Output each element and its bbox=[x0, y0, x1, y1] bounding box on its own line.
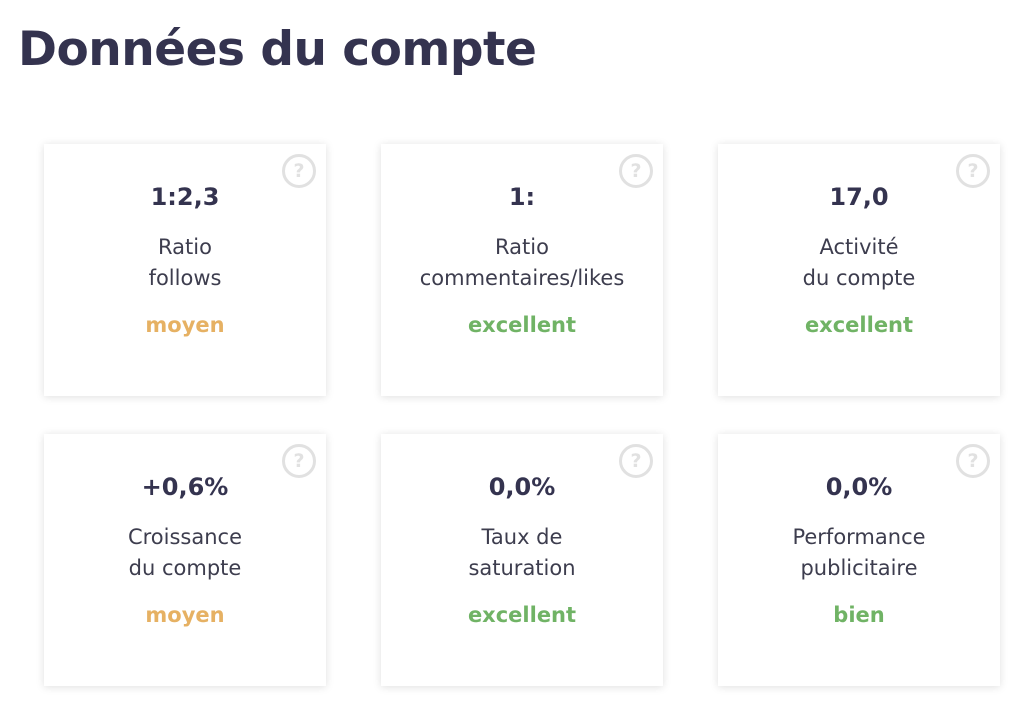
metric-value: 1:2,3 bbox=[150, 183, 220, 211]
help-icon[interactable]: ? bbox=[619, 154, 653, 188]
metric-rating: moyen bbox=[145, 603, 225, 627]
metric-label-line: du compte bbox=[802, 266, 916, 290]
metric-card-taux-de-saturation: ? 0,0% Taux de saturation excellent bbox=[381, 434, 663, 686]
metric-label-line: Taux de bbox=[481, 525, 563, 549]
metric-label-line: du compte bbox=[128, 556, 242, 580]
metric-label-line: Ratio bbox=[495, 235, 549, 259]
help-icon[interactable]: ? bbox=[619, 444, 653, 478]
metric-card-ratio-commentaires-likes: ? 1: Ratio commentaires/likes excellent bbox=[381, 144, 663, 396]
page-title: Données du compte bbox=[18, 22, 537, 77]
metric-label-line: Activité bbox=[819, 235, 899, 259]
metric-label-line: Ratio bbox=[158, 235, 212, 259]
metric-label-line: publicitaire bbox=[800, 556, 918, 580]
help-icon[interactable]: ? bbox=[282, 154, 316, 188]
metric-card-croissance-du-compte: ? +0,6% Croissance du compte moyen bbox=[44, 434, 326, 686]
metric-label: Ratio follows bbox=[44, 232, 326, 294]
metric-label-line: commentaires/likes bbox=[419, 266, 625, 290]
metric-rating: moyen bbox=[145, 313, 225, 337]
metric-card-activite-du-compte: ? 17,0 Activité du compte excellent bbox=[718, 144, 1000, 396]
metric-rating: excellent bbox=[467, 603, 577, 627]
metric-card-performance-publicitaire: ? 0,0% Performance publicitaire bien bbox=[718, 434, 1000, 686]
metric-rating: bien bbox=[833, 603, 885, 627]
help-icon[interactable]: ? bbox=[956, 154, 990, 188]
metric-label: Taux de saturation bbox=[381, 522, 663, 584]
metric-label-line: Performance bbox=[792, 525, 926, 549]
metric-card-ratio-follows: ? 1:2,3 Ratio follows moyen bbox=[44, 144, 326, 396]
metric-label: Croissance du compte bbox=[44, 522, 326, 584]
metric-value: 0,0% bbox=[488, 473, 556, 501]
metric-label-line: Croissance bbox=[127, 525, 243, 549]
help-icon[interactable]: ? bbox=[956, 444, 990, 478]
metric-rating: excellent bbox=[467, 313, 577, 337]
metric-value: 1: bbox=[508, 183, 536, 211]
metric-label: Performance publicitaire bbox=[718, 522, 1000, 584]
metric-label: Activité du compte bbox=[718, 232, 1000, 294]
metric-label-line: follows bbox=[148, 266, 222, 290]
metric-label: Ratio commentaires/likes bbox=[381, 232, 663, 294]
help-icon[interactable]: ? bbox=[282, 444, 316, 478]
metric-value: 17,0 bbox=[829, 183, 889, 211]
metric-rating: excellent bbox=[804, 313, 914, 337]
metric-label-line: saturation bbox=[468, 556, 576, 580]
metric-value: 0,0% bbox=[825, 473, 893, 501]
metric-value: +0,6% bbox=[141, 473, 229, 501]
